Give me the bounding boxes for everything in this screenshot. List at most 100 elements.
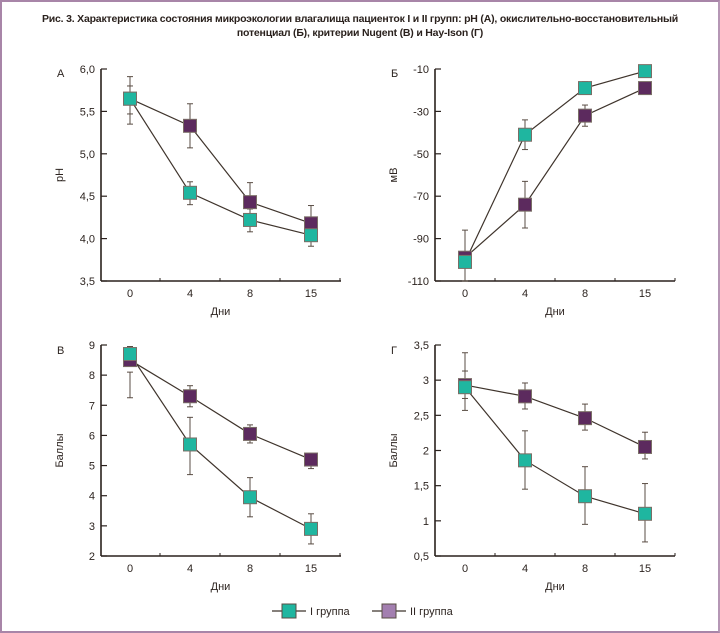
y-tick-label: -110 xyxy=(408,276,429,288)
series-line-2 xyxy=(464,87,646,259)
x-tick-label: 8 xyxy=(247,288,253,300)
data-point-series-1 xyxy=(123,91,137,106)
x-tick-label: 4 xyxy=(522,288,528,300)
panel-letter: В xyxy=(57,345,64,357)
data-point-series-2 xyxy=(304,216,318,231)
y-tick-label: 3 xyxy=(423,375,429,387)
data-point-series-1 xyxy=(304,521,318,536)
y-tick-label: 5,0 xyxy=(80,149,95,161)
x-tick-label: 4 xyxy=(522,563,528,575)
figure-title: Рис. 3. Характеристика состояния микроэк… xyxy=(41,13,679,39)
chart-panel-2: Б -10 -30 -50 -70 -90 -110 0 4 8 15 Дни мВ xyxy=(388,64,676,318)
y-tick-label: 3,5 xyxy=(80,276,95,288)
data-point-series-2 xyxy=(518,389,532,404)
data-point-series-1 xyxy=(458,254,472,269)
data-point-series-2 xyxy=(183,389,197,404)
y-tick-label: 3,5 xyxy=(414,340,429,352)
series-line-1 xyxy=(464,386,646,515)
x-tick-label: 0 xyxy=(462,288,468,300)
y-tick-label: 4 xyxy=(89,491,95,503)
y-tick-label: 4,0 xyxy=(80,234,95,246)
x-tick-label: 8 xyxy=(247,563,253,575)
chart-panel-3: В 9 8 7 6 5 4 3 2 0 4 8 15 Дни Баллы xyxy=(54,340,341,593)
x-tick-label: 8 xyxy=(582,563,588,575)
legend-item-1: I группа xyxy=(272,603,351,619)
x-tick-label: 8 xyxy=(582,288,588,300)
y-tick-label: -30 xyxy=(413,106,429,118)
legend-item-2: II группа xyxy=(372,603,454,619)
legend-label: II группа xyxy=(410,606,454,618)
x-axis-title: Дни xyxy=(211,306,231,318)
y-tick-label: 0,5 xyxy=(414,551,429,563)
y-tick-label: 6 xyxy=(89,430,95,442)
y-tick-label: 3 xyxy=(89,521,95,533)
panel-letter: А xyxy=(57,68,65,80)
y-axis-title: мВ xyxy=(388,168,400,183)
data-point-series-2 xyxy=(243,195,257,210)
x-tick-label: 0 xyxy=(127,288,133,300)
data-point-series-1 xyxy=(578,489,592,504)
y-tick-label: 5,5 xyxy=(80,106,95,118)
data-point-series-1 xyxy=(638,64,652,79)
chart-panel-4: Г 3,5 3 2,5 2 1,5 1 0,5 0 4 8 15 Дни Баллы xyxy=(388,340,676,593)
data-point-series-1 xyxy=(183,437,197,452)
series-line-2 xyxy=(129,98,312,224)
y-tick-label: 1 xyxy=(423,516,429,528)
data-point-series-2 xyxy=(638,81,652,96)
y-tick-label: -90 xyxy=(413,234,429,246)
y-tick-label: -10 xyxy=(413,64,429,76)
y-tick-label: 7 xyxy=(89,400,95,412)
data-point-series-2 xyxy=(638,439,652,454)
x-tick-label: 4 xyxy=(187,563,193,575)
y-tick-label: 9 xyxy=(89,340,95,352)
data-point-series-2 xyxy=(578,108,592,123)
y-tick-label: 2,5 xyxy=(414,410,429,422)
panel-letter: Г xyxy=(391,345,397,357)
x-axis-title: Дни xyxy=(211,581,231,593)
data-point-series-2 xyxy=(578,411,592,426)
legend-swatch xyxy=(281,603,297,619)
data-point-series-1 xyxy=(458,380,472,395)
data-point-series-2 xyxy=(183,118,197,133)
data-point-series-1 xyxy=(123,347,137,362)
y-tick-label: -50 xyxy=(413,149,429,161)
x-tick-label: 4 xyxy=(187,288,193,300)
x-tick-label: 0 xyxy=(127,563,133,575)
chart-panel-1: А 6,0 5,5 5,0 4,5 4,0 3,5 0 4 8 15 Дни pH xyxy=(54,64,341,318)
data-point-series-2 xyxy=(304,452,318,467)
data-point-series-1 xyxy=(518,453,532,468)
y-tick-label: -70 xyxy=(413,191,429,203)
y-axis-title: Баллы xyxy=(388,433,400,467)
x-tick-label: 0 xyxy=(462,563,468,575)
x-axis-title: Дни xyxy=(545,581,565,593)
data-point-series-1 xyxy=(518,127,532,142)
x-tick-label: 15 xyxy=(305,288,317,300)
data-point-series-2 xyxy=(243,426,257,441)
panel-letter: Б xyxy=(391,68,398,80)
y-tick-label: 6,0 xyxy=(80,64,95,76)
data-point-series-1 xyxy=(243,490,257,505)
series-line-1 xyxy=(129,98,312,236)
y-tick-label: 2 xyxy=(89,551,95,563)
y-axis-title: Баллы xyxy=(54,433,66,467)
x-tick-label: 15 xyxy=(639,288,651,300)
series-line-2 xyxy=(464,384,646,448)
y-tick-label: 4,5 xyxy=(80,191,95,203)
legend: I группа II группа xyxy=(272,603,454,619)
y-tick-label: 5 xyxy=(89,461,95,473)
y-tick-label: 2 xyxy=(423,446,429,458)
data-point-series-1 xyxy=(183,185,197,200)
series-line-2 xyxy=(129,359,312,461)
x-tick-label: 15 xyxy=(639,563,651,575)
y-tick-label: 8 xyxy=(89,370,95,382)
y-axis-title: pH xyxy=(54,168,66,182)
x-tick-label: 15 xyxy=(305,563,317,575)
y-tick-label: 1,5 xyxy=(414,481,429,493)
legend-swatch xyxy=(381,603,397,619)
legend-label: I группа xyxy=(310,606,351,618)
series-line-1 xyxy=(129,353,312,530)
data-point-series-1 xyxy=(304,228,318,243)
data-point-series-1 xyxy=(243,212,257,227)
